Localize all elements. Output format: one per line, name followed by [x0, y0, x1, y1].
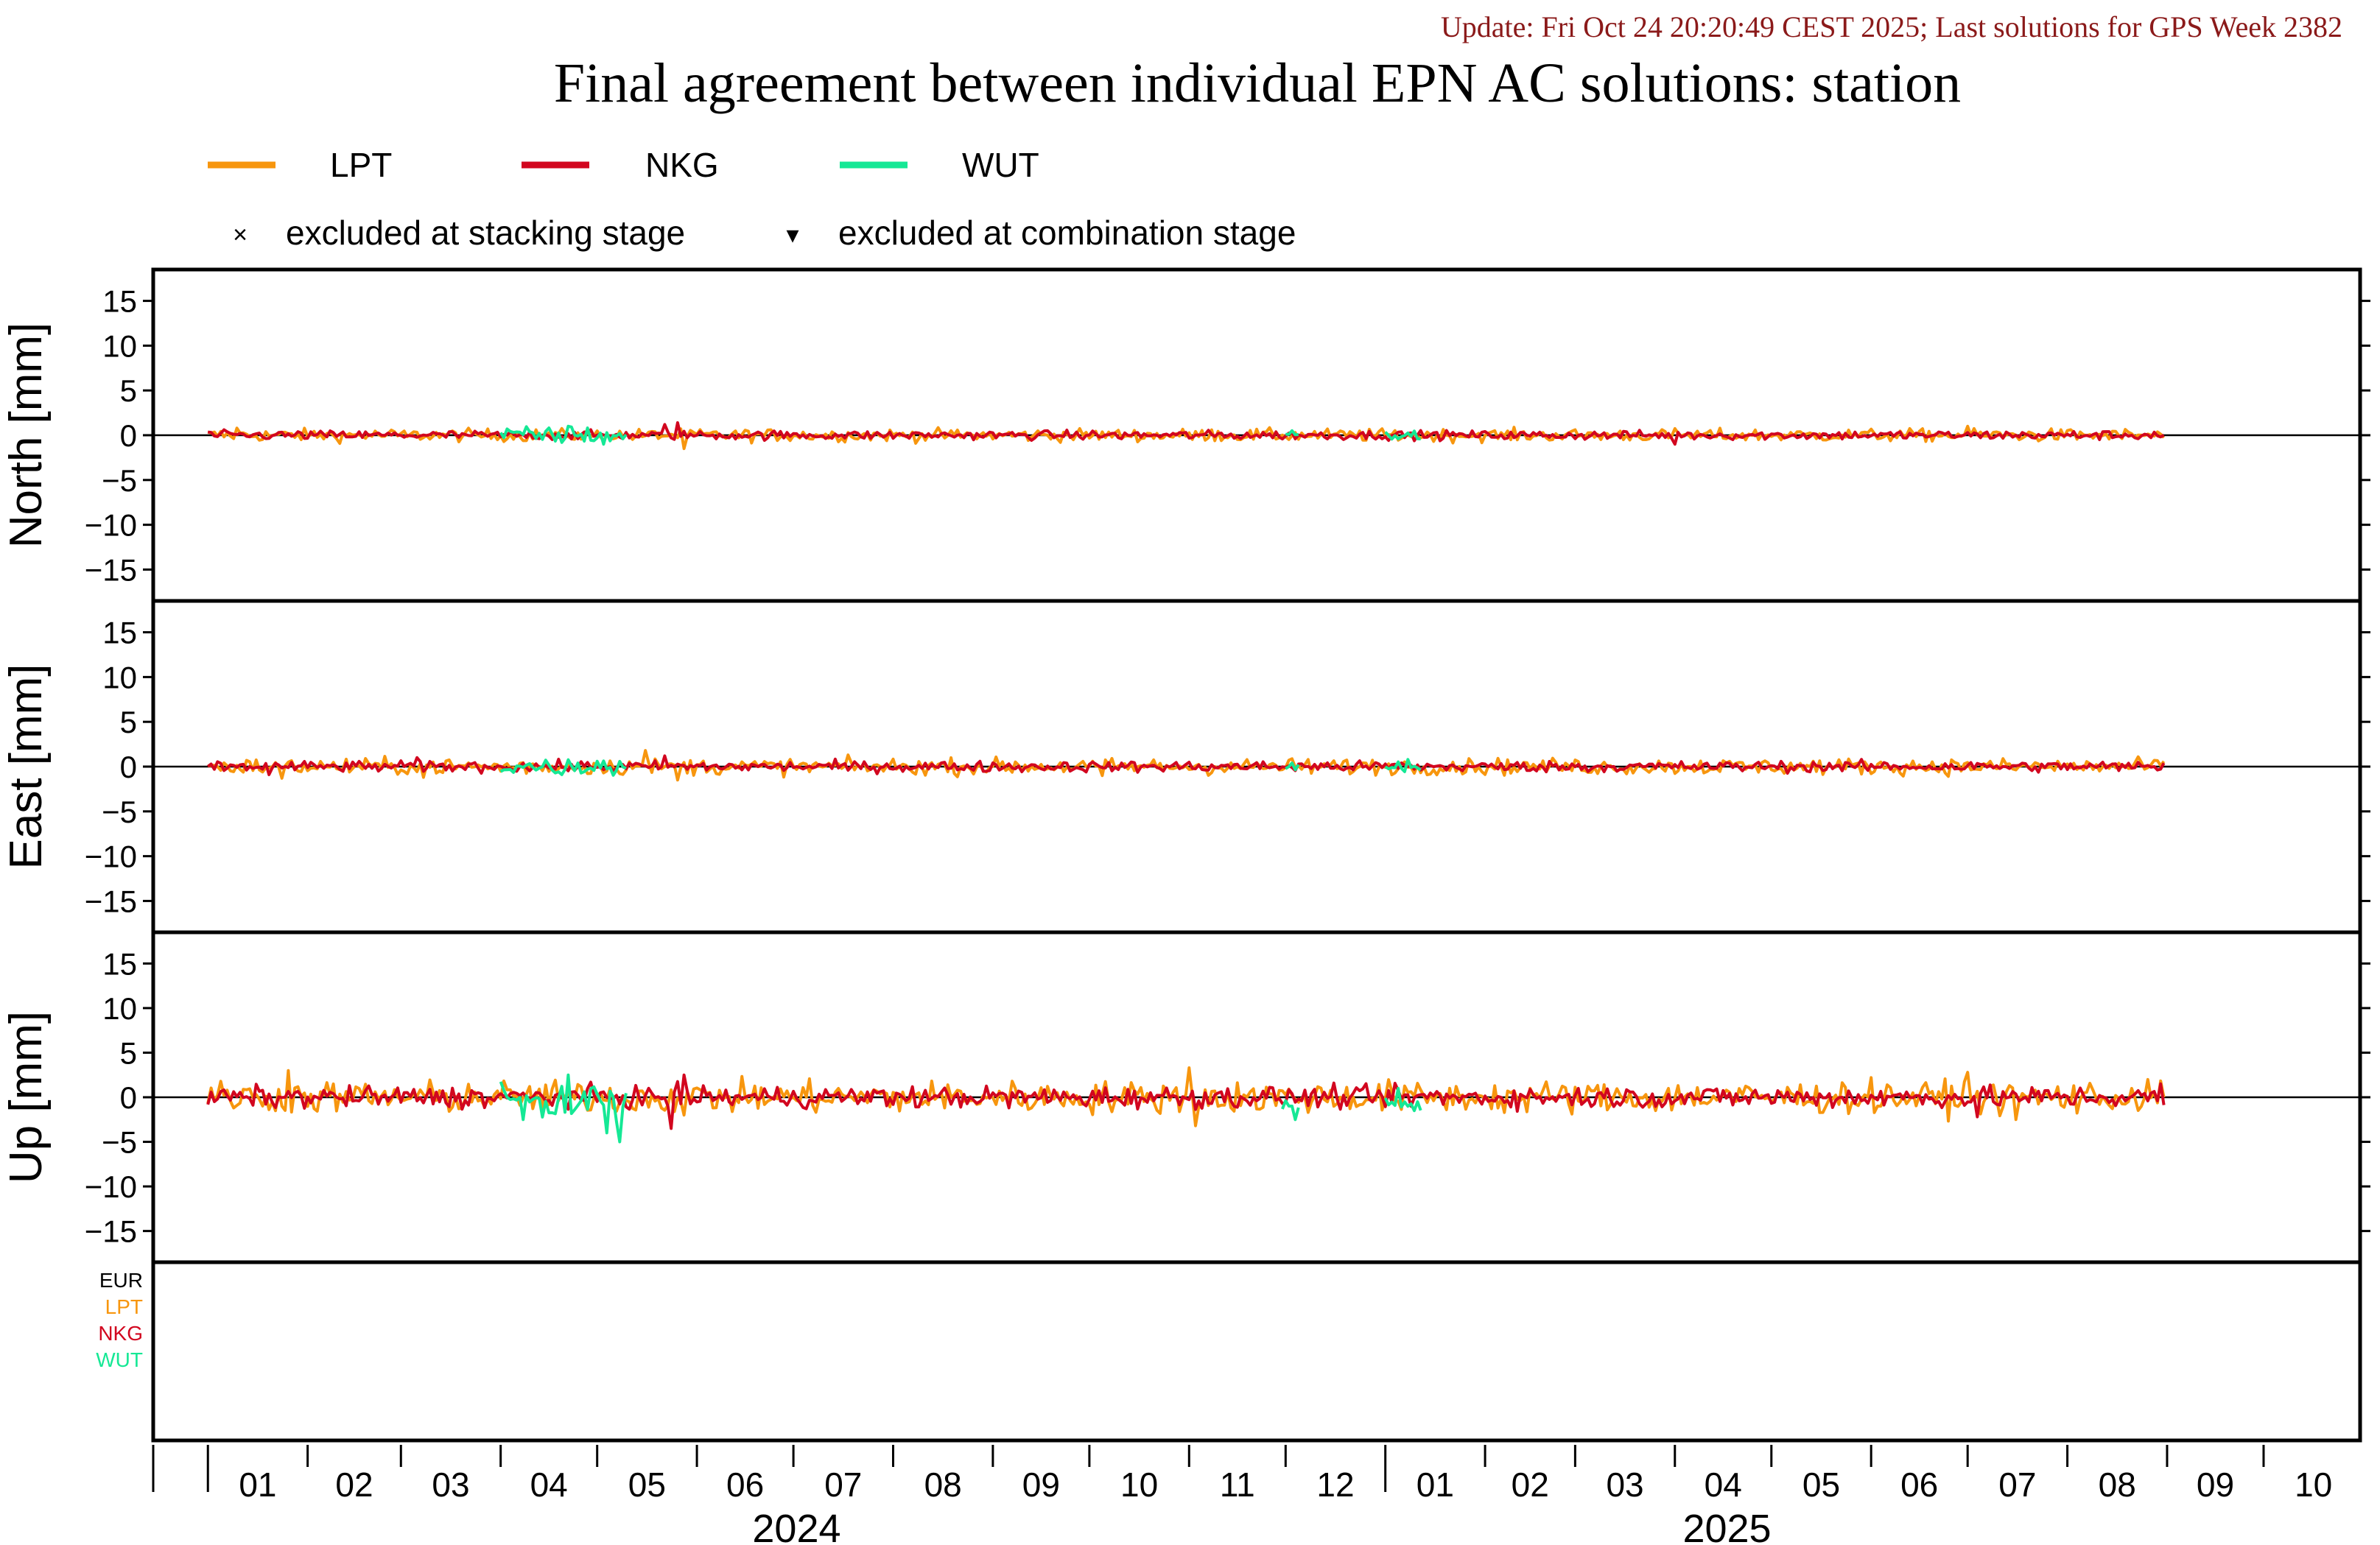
month-label: 10 [2295, 1465, 2332, 1504]
y-tick-label: 10 [102, 991, 137, 1026]
y-tick-label: 5 [120, 1035, 137, 1070]
series-line-wut [1285, 429, 1299, 437]
y-axis-label: East [mm] [1, 664, 52, 869]
chart-title: Final agreement between individual EPN A… [554, 52, 1961, 114]
legend-marker-label: excluded at combination stage [838, 214, 1296, 252]
month-label: 03 [1606, 1465, 1643, 1504]
triangle-marker-icon: ▾ [786, 221, 798, 249]
y-tick-label: 10 [102, 328, 137, 363]
legend-label-nkg: NKG [645, 146, 719, 184]
ac-label-lpt: LPT [105, 1295, 143, 1318]
y-tick-label: 5 [120, 705, 137, 739]
series-line-wut [1383, 1086, 1422, 1113]
month-label: 09 [1022, 1465, 1060, 1504]
y-tick-label: 0 [120, 750, 137, 784]
legend-label-wut: WUT [962, 146, 1039, 184]
month-label: 08 [2099, 1465, 2136, 1504]
series-line-wut [1384, 429, 1421, 441]
month-label: 11 [1220, 1465, 1255, 1504]
y-tick-label: −5 [102, 1125, 137, 1160]
y-tick-label: −15 [85, 1214, 137, 1249]
y-tick-label: −10 [85, 1169, 137, 1204]
month-label: 07 [1998, 1465, 2036, 1504]
month-label: 05 [628, 1465, 666, 1504]
y-axis-label: North [mm] [1, 323, 52, 549]
series-line-wut [1281, 1099, 1300, 1122]
series-line-wut [499, 1073, 628, 1144]
month-label: 04 [1705, 1465, 1742, 1504]
time-axis: 01 02 03 04 05 06 07 08 09 10 11 12 01 02 03 04 05 06 07 08… [152, 1445, 2332, 1545]
y-tick-label: −5 [102, 795, 137, 829]
y-tick-label: 0 [120, 418, 137, 453]
panel-east: 15 10 5 0 −5 −10 −15 East [mm] [1, 599, 2370, 935]
series-line-nkg [207, 754, 2166, 776]
series-line-lpt [206, 1066, 2166, 1127]
month-label: 01 [239, 1465, 276, 1504]
series-line-wut [1285, 761, 1300, 772]
plot-panels: 15 10 5 0 −5 −10 −15 North [mm] 15 10 5 0 −5 −10 −15 Ea… [1, 267, 2370, 1443]
month-label: 09 [2197, 1465, 2234, 1504]
month-label: 04 [530, 1465, 568, 1504]
y-tick-label: 15 [102, 284, 137, 319]
y-tick-label: 15 [102, 616, 137, 650]
y-tick-label: 5 [120, 373, 137, 408]
panel-ac-list: EUR LPT NKG WUT [96, 1260, 2362, 1443]
y-tick-label: 0 [120, 1080, 137, 1115]
month-label: 07 [824, 1465, 862, 1504]
y-tick-label: −15 [85, 552, 137, 587]
y-axis-label: Up [mm] [1, 1011, 52, 1183]
month-label: 06 [726, 1465, 764, 1504]
legend-label-lpt: LPT [330, 146, 392, 184]
month-label: 01 [1417, 1465, 1454, 1504]
ac-label-eur: EUR [99, 1269, 143, 1292]
month-label: 02 [335, 1465, 373, 1504]
month-label: 05 [1802, 1465, 1840, 1504]
ac-label-wut: WUT [96, 1348, 143, 1371]
series-line-wut [499, 424, 628, 446]
legend: LPT NKG WUT × excluded at stacking stage ▾ exc… [208, 146, 1296, 252]
month-label: 03 [432, 1465, 469, 1504]
series-line-nkg [208, 421, 2165, 446]
month-label: 08 [924, 1465, 962, 1504]
series-line-wut [499, 758, 627, 777]
panel-north: 15 10 5 0 −5 −10 −15 North [mm] [1, 267, 2370, 603]
panel-frame [151, 1260, 2362, 1443]
y-tick-label: −10 [85, 840, 137, 874]
series-line-wut [1384, 758, 1422, 773]
update-text: Update: Fri Oct 24 20:20:49 CEST 2025; L… [1441, 10, 2342, 43]
year-label: 2025 [1682, 1507, 1771, 1545]
series-line-nkg [206, 1073, 2166, 1130]
y-tick-label: −15 [85, 884, 137, 918]
y-tick-label: −5 [102, 463, 137, 498]
month-label: 10 [1120, 1465, 1158, 1504]
cross-marker-icon: × [233, 221, 248, 249]
y-tick-label: 10 [102, 660, 137, 694]
year-label: 2024 [752, 1507, 840, 1545]
month-label: 06 [1900, 1465, 1938, 1504]
legend-marker-label: excluded at stacking stage [286, 214, 685, 252]
month-label: 02 [1512, 1465, 1549, 1504]
y-tick-label: 15 [102, 946, 137, 981]
y-tick-label: −10 [85, 508, 137, 543]
panel-up: 15 10 5 0 −5 −10 −15 Up [mm] [1, 930, 2370, 1264]
month-label: 12 [1316, 1465, 1354, 1504]
ac-label-nkg: NKG [98, 1322, 143, 1345]
